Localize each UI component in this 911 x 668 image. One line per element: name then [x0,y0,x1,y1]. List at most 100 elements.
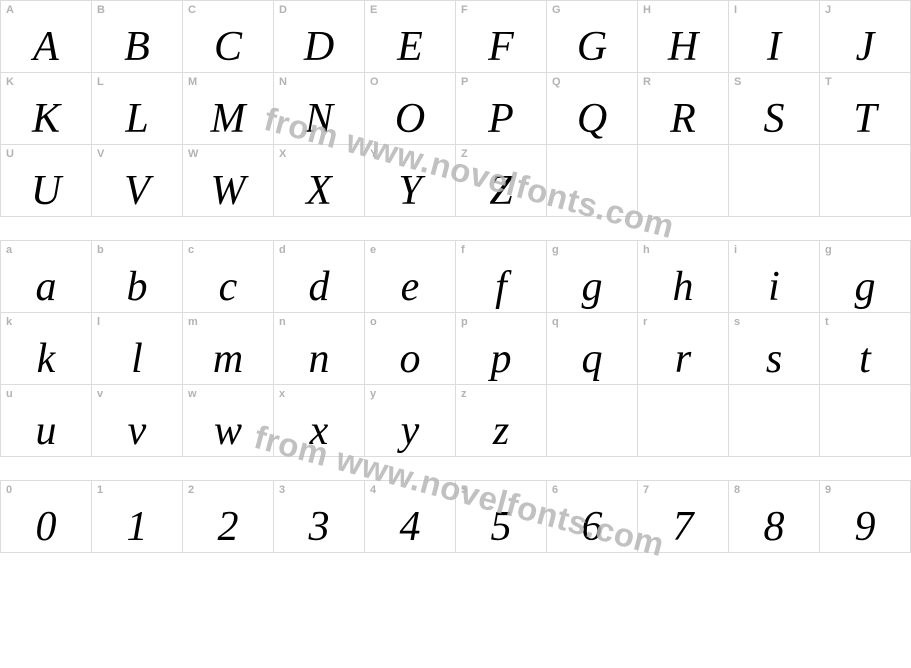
charmap-cell: MM [183,73,274,145]
cell-label: a [6,244,12,256]
cell-label: v [97,388,103,400]
charmap-section-uppercase: AABBCCDDEEFFGGHHIIJJKKLLMMNNOOPPQQRRSSTT… [0,0,911,217]
cell-glyph: A [1,26,91,68]
charmap-grid: AABBCCDDEEFFGGHHIIJJKKLLMMNNOOPPQQRRSSTT… [0,0,911,217]
charmap-cell: oo [365,313,456,385]
cell-label: u [6,388,13,400]
charmap-cell: CC [183,1,274,73]
charmap-cell: ZZ [456,145,547,217]
cell-label: 2 [188,484,194,496]
cell-label: s [734,316,740,328]
charmap-cell: ii [729,241,820,313]
charmap-cell: KK [1,73,92,145]
cell-label: Q [552,76,561,88]
cell-label: N [279,76,287,88]
cell-label: I [734,4,737,16]
charmap-cell: ss [729,313,820,385]
charmap-cell: DD [274,1,365,73]
charmap-cell: tt [820,313,911,385]
charmap-cell: VV [92,145,183,217]
cell-glyph: p [456,338,546,380]
charmap-cell: bb [92,241,183,313]
cell-label: r [643,316,647,328]
cell-glyph: P [456,98,546,140]
cell-label: 5 [461,484,467,496]
cell-glyph: o [365,338,455,380]
cell-label: G [552,4,561,16]
charmap-cell: 22 [183,481,274,553]
cell-glyph: 8 [729,506,819,548]
charmap-cell: 44 [365,481,456,553]
charmap-cell: mm [183,313,274,385]
charmap-cell: EE [365,1,456,73]
cell-glyph: W [183,170,273,212]
cell-label: B [97,4,105,16]
cell-glyph: R [638,98,728,140]
charmap-cell: kk [1,313,92,385]
cell-glyph: m [183,338,273,380]
cell-label: L [97,76,104,88]
cell-label: p [461,316,468,328]
cell-label: W [188,148,198,160]
charmap-cell: 88 [729,481,820,553]
cell-glyph: 0 [1,506,91,548]
cell-glyph: f [456,266,546,308]
charmap-cell-empty [638,385,729,457]
charmap-cell: WW [183,145,274,217]
cell-label: b [97,244,104,256]
cell-label: J [825,4,831,16]
cell-label: E [370,4,377,16]
cell-glyph: w [183,410,273,452]
charmap-cell: uu [1,385,92,457]
cell-glyph: I [729,26,819,68]
cell-glyph: 2 [183,506,273,548]
cell-label: n [279,316,286,328]
charmap-section-lowercase: aabbccddeeffgghhiiggkkllmmnnooppqqrrsstt… [0,240,911,457]
cell-glyph: k [1,338,91,380]
cell-glyph: Q [547,98,637,140]
cell-glyph: g [820,266,910,308]
charmap-cell: xx [274,385,365,457]
cell-glyph: K [1,98,91,140]
cell-label: z [461,388,467,400]
charmap-cell: ee [365,241,456,313]
cell-label: C [188,4,196,16]
cell-glyph: x [274,410,364,452]
cell-glyph: J [820,26,910,68]
charmap-cell: XX [274,145,365,217]
cell-label: l [97,316,100,328]
charmap-cell: 00 [1,481,92,553]
cell-glyph: M [183,98,273,140]
charmap-cell: HH [638,1,729,73]
cell-glyph: Y [365,170,455,212]
charmap-cell: BB [92,1,183,73]
charmap-cell: FF [456,1,547,73]
charmap-cell: zz [456,385,547,457]
cell-label: g [825,244,832,256]
cell-label: o [370,316,377,328]
charmap-cell-empty [729,385,820,457]
cell-label: K [6,76,14,88]
charmap-cell-empty [820,385,911,457]
cell-label: t [825,316,829,328]
cell-glyph: D [274,26,364,68]
charmap-cell-empty [638,145,729,217]
charmap-cell: JJ [820,1,911,73]
cell-glyph: U [1,170,91,212]
cell-glyph: z [456,410,546,452]
cell-label: R [643,76,651,88]
charmap-cell: hh [638,241,729,313]
cell-label: g [552,244,559,256]
charmap-cell: cc [183,241,274,313]
cell-glyph: L [92,98,182,140]
cell-glyph: b [92,266,182,308]
charmap-cell: 11 [92,481,183,553]
cell-label: 8 [734,484,740,496]
cell-label: 3 [279,484,285,496]
charmap-cell: PP [456,73,547,145]
cell-label: h [643,244,650,256]
charmap-cell: gg [547,241,638,313]
cell-label: V [97,148,104,160]
charmap-cell: ll [92,313,183,385]
cell-glyph: r [638,338,728,380]
